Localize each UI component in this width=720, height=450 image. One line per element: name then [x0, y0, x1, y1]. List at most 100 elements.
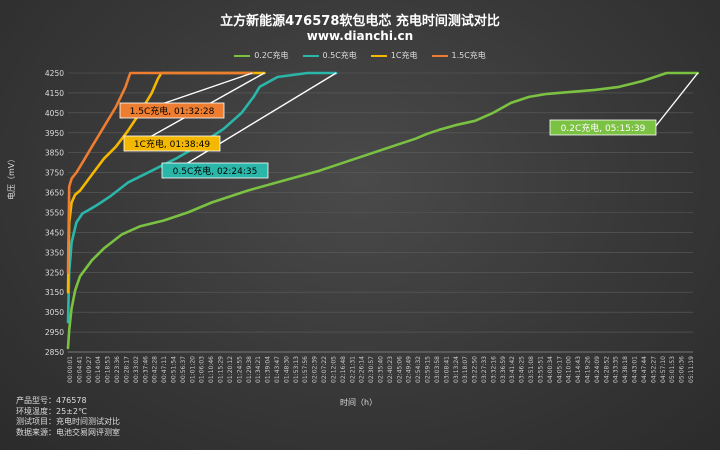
y-tick-label: 2850: [45, 348, 64, 357]
y-tick-label: 3850: [45, 149, 64, 158]
x-tick-label: 01:06:03: [199, 356, 206, 383]
x-tick-label: 00:42:28: [152, 356, 159, 383]
x-tick-label: 05:01:53: [669, 356, 676, 383]
x-tick-label: 03:13:24: [453, 356, 460, 383]
x-tick-label: 04:00:34: [547, 356, 554, 383]
chart-subtitle: www.dianchi.cn: [306, 29, 414, 43]
legend-item: 1C充电: [370, 50, 418, 61]
x-tick-label: 00:00:01: [67, 356, 74, 383]
x-tick-label: 04:10:00: [566, 356, 573, 383]
legend-swatch: [302, 54, 319, 57]
legend-label: 0.5C充电: [322, 51, 357, 60]
x-tick-label: 02:12:05: [330, 356, 337, 383]
chart-title: 立方新能源476578软包电芯 充电时间测试对比: [220, 14, 500, 29]
x-tick-label: 04:47:44: [641, 356, 648, 383]
y-tick-label: 4050: [45, 109, 64, 118]
x-tick-label: 03:51:08: [528, 356, 535, 383]
x-tick-label: 03:08:41: [443, 356, 450, 383]
x-axis-label: 时间（h）: [340, 398, 378, 407]
x-tick-label: 00:18:53: [105, 356, 112, 383]
x-tick-label: 01:57:56: [302, 356, 309, 383]
x-tick-label: 00:56:37: [180, 356, 187, 383]
legend-label: 0.2C充电: [254, 51, 289, 60]
legend-item: 0.2C充电: [234, 50, 289, 61]
y-tick-label: 3150: [45, 288, 64, 297]
y-axis-label: 电压（mV）: [7, 154, 16, 200]
x-tick-label: 03:41:42: [509, 356, 516, 383]
legend-swatch: [370, 54, 387, 57]
x-tick-label: 01:53:13: [293, 356, 300, 383]
x-tick-label: 02:07:22: [321, 356, 328, 383]
x-tick-label: 00:09:27: [86, 356, 93, 383]
legend-item: 0.5C充电: [302, 50, 357, 61]
x-tick-label: 03:03:58: [434, 356, 441, 383]
x-tick-label: 02:35:40: [378, 356, 385, 383]
y-tick-label: 3350: [45, 248, 64, 257]
x-tick-label: 00:47:11: [161, 356, 168, 383]
info-row: 数据来源：电池交易网评测室: [16, 427, 120, 437]
x-tick-label: 01:43:47: [274, 356, 281, 383]
x-tick-label: 03:18:07: [462, 356, 469, 383]
x-tick-label: 00:23:36: [114, 356, 121, 383]
annotation-box: [119, 102, 225, 119]
y-tick-label: 3650: [45, 189, 64, 198]
info-row: 测试项目：充电时间测试对比: [16, 417, 120, 426]
x-tick-label: 03:36:59: [500, 356, 507, 383]
x-tick-label: 02:21:31: [349, 356, 356, 383]
legend-swatch: [234, 54, 251, 57]
x-tick-label: 04:14:43: [575, 356, 582, 383]
x-tick-label: 04:19:26: [585, 356, 592, 383]
annotation-label: 1C充电, 01:38:49: [134, 138, 210, 150]
y-tick-label: 2950: [45, 328, 64, 337]
x-tick-label: 04:24:09: [594, 356, 601, 383]
x-tick-label: 01:39:04: [265, 356, 272, 383]
x-tick-label: 04:57:10: [660, 356, 667, 383]
info-row: 环境温度：25±2℃: [16, 406, 87, 416]
x-tick-label: 05:11:19: [688, 356, 695, 383]
x-tick-label: 04:05:17: [556, 356, 563, 383]
x-tick-label: 01:10:46: [208, 356, 215, 383]
legend-label: 1C充电: [390, 51, 418, 60]
series-line: [66, 71, 700, 350]
legend: 0.2C充电 0.5C充电 1C充电 1.5C充电: [0, 50, 720, 61]
x-tick-label: 03:55:51: [537, 356, 544, 383]
x-tick-label: 02:40:23: [387, 356, 394, 383]
x-tick-label: 03:46:25: [519, 356, 526, 383]
y-tick-label: 3050: [45, 308, 64, 317]
x-tick-label: 04:43:01: [632, 356, 639, 383]
x-tick-label: 03:27:33: [481, 356, 488, 383]
annotation-leader: [162, 72, 337, 179]
legend-item: 1.5C充电: [431, 50, 486, 61]
x-tick-label: 00:51:54: [171, 356, 178, 383]
x-tick-label: 02:26:14: [359, 356, 366, 383]
x-tick-label: 05:06:36: [679, 356, 686, 383]
y-tick-label: 3950: [45, 129, 64, 138]
x-tick-label: 01:34:21: [255, 356, 262, 383]
x-tick-label: 01:01:20: [189, 356, 196, 383]
x-tick-label: 01:29:38: [246, 356, 253, 383]
x-tick-label: 00:04:41: [76, 356, 83, 383]
legend-label: 1.5C充电: [451, 51, 486, 60]
y-tick-label: 3550: [45, 209, 64, 218]
annotation-box: [161, 162, 269, 179]
annotation-box: [123, 135, 221, 152]
annotation-leader: [654, 72, 699, 128]
x-tick-label: 01:15:29: [218, 356, 225, 383]
x-tick-label: 04:38:18: [622, 356, 629, 383]
x-tick-label: 04:33:35: [613, 356, 620, 383]
annotation-label: 1.5C充电, 01:32:28: [130, 105, 215, 117]
info-row: 产品型号：476578: [16, 396, 87, 405]
x-tick-label: 02:45:06: [396, 356, 403, 383]
x-tick-label: 01:24:55: [236, 356, 243, 383]
y-tick-label: 3750: [45, 169, 64, 178]
x-tick-label: 00:14:04: [95, 356, 102, 383]
x-tick-label: 02:16:48: [340, 356, 347, 383]
x-tick-label: 01:48:30: [283, 356, 290, 383]
info-block: 产品型号：476578 环境温度：25±2℃ 测试项目：充电时间测试对比 数据来…: [16, 396, 120, 438]
y-tick-label: 3250: [45, 268, 64, 277]
x-tick-label: 03:32:16: [490, 356, 497, 383]
y-tick-label: 4150: [45, 89, 64, 98]
x-tick-label: 00:28:17: [123, 356, 130, 383]
y-tick-label: 3450: [45, 228, 64, 237]
annotation-label: 0.2C充电, 05:15:39: [561, 122, 646, 134]
